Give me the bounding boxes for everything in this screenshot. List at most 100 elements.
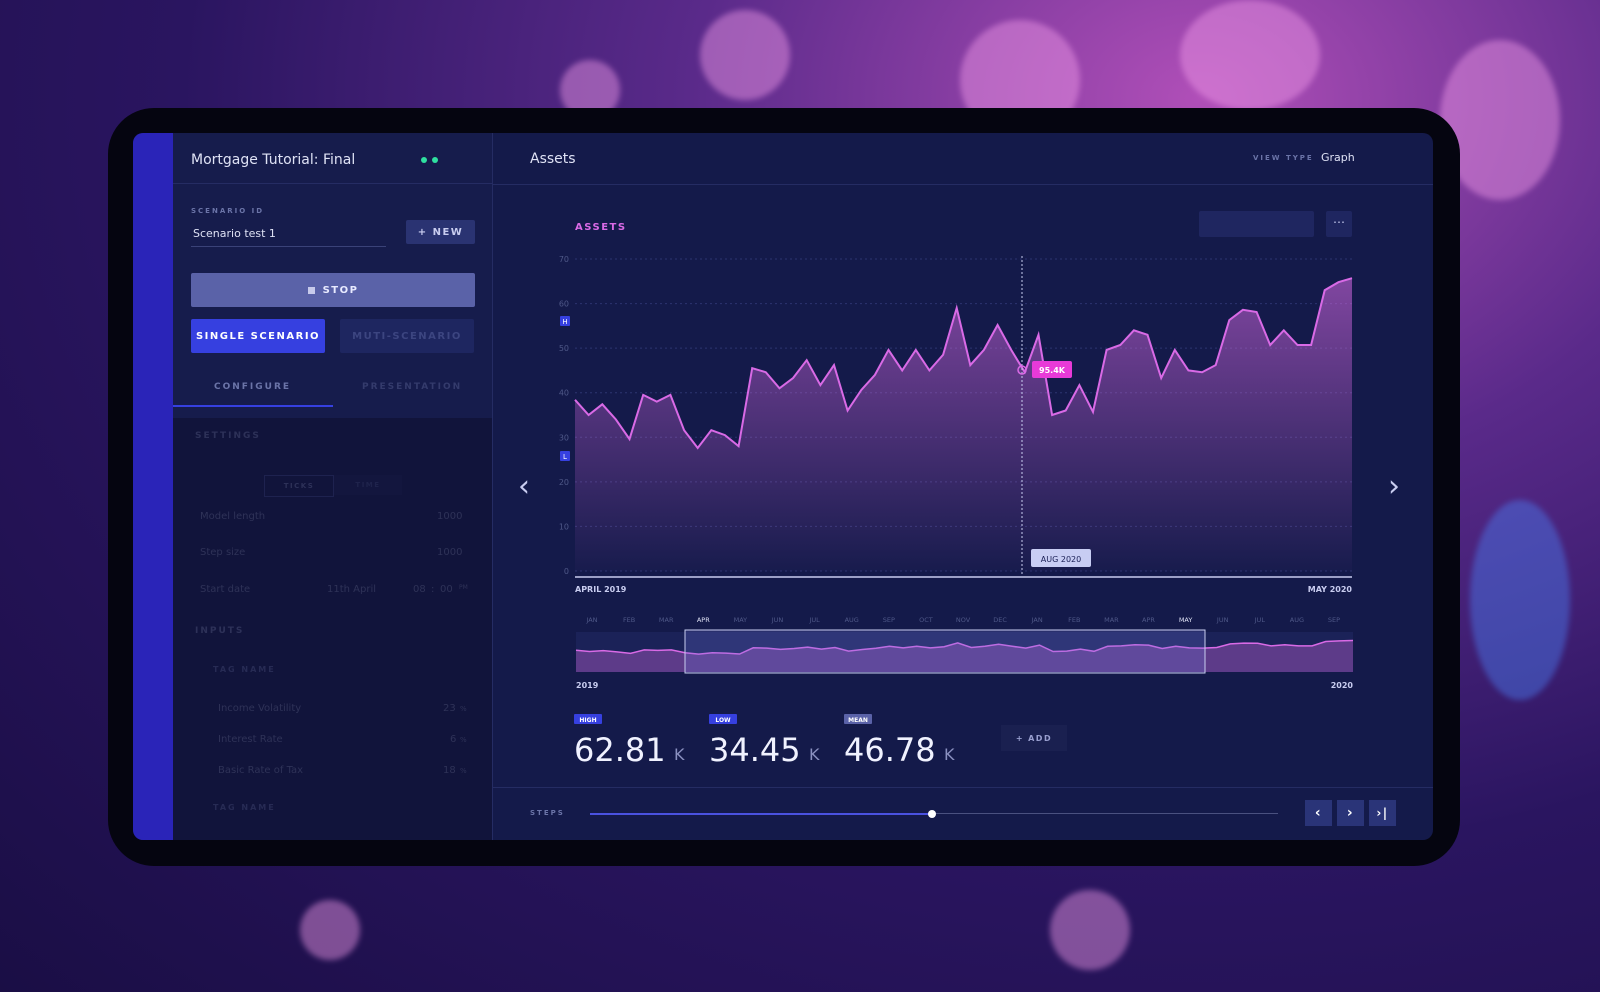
status-dot xyxy=(421,157,427,163)
scenario-select[interactable]: Scenario test 1 xyxy=(193,227,276,240)
new-button-label: NEW xyxy=(432,226,464,238)
new-button[interactable]: + NEW xyxy=(406,220,475,244)
y-tick-label: 0 xyxy=(564,567,569,576)
y-tick-label: 10 xyxy=(559,522,569,531)
month-label: FEB xyxy=(623,616,635,624)
month-label: MAR xyxy=(1104,616,1119,624)
cursor-label: AUG 2020 xyxy=(1041,555,1081,564)
month-label: SEP xyxy=(883,616,895,624)
axis-marker-label: H xyxy=(562,318,567,326)
y-tick-label: 40 xyxy=(559,389,569,398)
period: PM xyxy=(459,584,468,591)
stat-value: 46.78 xyxy=(844,731,936,769)
steps-label: STEPS xyxy=(530,809,565,817)
step-end[interactable]: ›| xyxy=(1369,800,1396,826)
field-label: SCENARIO ID xyxy=(191,207,265,215)
bokeh xyxy=(1470,500,1570,700)
stat-value: 34.45 xyxy=(709,731,801,769)
divider xyxy=(492,133,493,840)
input-label: Basic Rate of Tax xyxy=(218,765,304,776)
tooltip-bg xyxy=(1032,361,1072,378)
stat-tag-bg xyxy=(844,714,872,724)
hour: 08 xyxy=(413,584,426,595)
y-tick-label: 70 xyxy=(559,255,569,264)
more-button[interactable]: ⋯ xyxy=(1326,211,1352,237)
section-title: INPUTS xyxy=(195,626,245,636)
bokeh xyxy=(700,10,790,100)
axis-marker xyxy=(560,451,570,461)
month-label: MAY xyxy=(734,616,748,624)
slider-track xyxy=(932,813,1278,814)
navigator-line xyxy=(575,639,1354,655)
add-button[interactable]: + ADD xyxy=(1001,725,1067,751)
input-unit: % xyxy=(460,767,467,775)
month-label: OCT xyxy=(919,616,933,624)
month-label: JUL xyxy=(808,616,820,624)
y-tick-label: 20 xyxy=(559,478,569,487)
stat-value: 62.81 xyxy=(574,731,666,769)
input-value: 18 xyxy=(443,765,456,776)
toggle[interactable]: TIME xyxy=(334,475,402,495)
divider xyxy=(173,183,492,184)
step-forward[interactable]: › xyxy=(1337,800,1364,826)
slider-handle[interactable] xyxy=(928,810,936,818)
navigator-bg xyxy=(576,632,1353,672)
chart-title: ASSETS xyxy=(575,222,627,233)
divider xyxy=(492,787,1433,788)
divider xyxy=(492,184,1433,185)
navigator-end: 2020 xyxy=(1331,681,1354,690)
navigator-start: 2019 xyxy=(576,681,599,690)
month-label: MAY xyxy=(1179,616,1193,624)
group-title: TAG NAME xyxy=(213,665,276,674)
view-title[interactable]: Assets xyxy=(530,151,576,167)
tab[interactable]: MUTI-SCENARIO xyxy=(340,319,474,353)
separator: : xyxy=(431,584,435,595)
chart-type-switcher[interactable] xyxy=(1199,211,1314,237)
stat-unit: K xyxy=(674,745,685,764)
y-tick-label: 50 xyxy=(559,344,569,353)
stat-tag: HIGH xyxy=(579,717,596,724)
underline xyxy=(191,246,386,247)
month-label: DEC xyxy=(993,616,1007,624)
hover-point xyxy=(1017,365,1027,375)
subtab-indicator xyxy=(173,405,333,407)
stop-button[interactable]: STOP xyxy=(191,273,475,307)
month-label: JUL xyxy=(1254,616,1266,624)
stat-tag: MEAN xyxy=(848,717,868,724)
dim-overlay xyxy=(173,418,492,840)
stat-unit: K xyxy=(809,745,820,764)
month-label: NOV xyxy=(956,616,971,624)
navigator-window xyxy=(684,629,1206,674)
input-label: Income Volatility xyxy=(218,703,302,714)
tab[interactable]: SINGLE SCENARIO xyxy=(191,319,325,353)
axis-marker xyxy=(560,316,570,326)
plus-icon: + xyxy=(1015,733,1025,743)
input-unit: % xyxy=(460,705,467,713)
month-label: AUG xyxy=(1290,616,1304,624)
y-tick-label: 60 xyxy=(559,300,569,309)
view-type-select[interactable]: Graph xyxy=(1321,151,1355,164)
bokeh xyxy=(1050,890,1130,970)
row-value: 1000 xyxy=(437,511,463,522)
stat-unit: K xyxy=(944,745,955,764)
stat-tag: LOW xyxy=(715,717,731,724)
month-label: MAR xyxy=(659,616,674,624)
month-label: APR xyxy=(1142,616,1155,624)
bokeh xyxy=(1440,40,1560,200)
slider-fill xyxy=(590,813,932,815)
subtab[interactable]: CONFIGURE xyxy=(214,382,292,392)
axis-start-label: APRIL 2019 xyxy=(575,585,627,594)
toggle[interactable]: TICKS xyxy=(264,475,334,497)
subtab[interactable]: PRESENTATION xyxy=(362,382,463,392)
axis-end-label: MAY 2020 xyxy=(1308,585,1353,594)
row-value: 1000 xyxy=(437,547,463,558)
group-title: TAG NAME xyxy=(213,803,276,812)
nav-strip xyxy=(133,133,173,840)
month-label: SEP xyxy=(1328,616,1340,624)
bokeh xyxy=(300,900,360,960)
step-back[interactable]: ‹ xyxy=(1305,800,1332,826)
month-label: JUN xyxy=(771,616,784,624)
nav-prev: ‹ xyxy=(518,469,530,504)
